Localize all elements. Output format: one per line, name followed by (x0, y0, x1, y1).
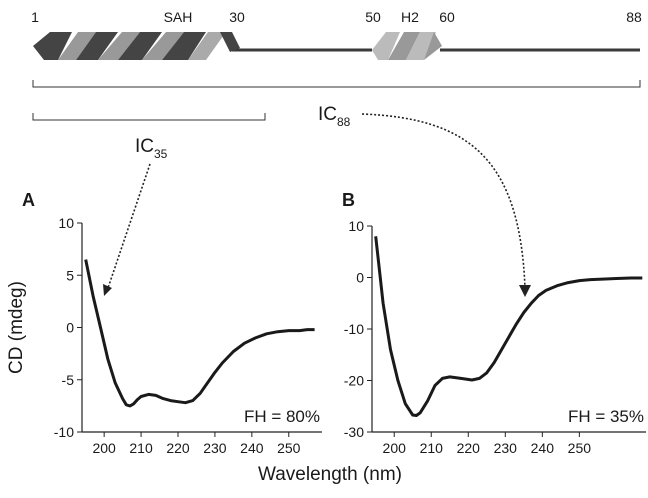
panel-label: B (342, 190, 355, 210)
residue-label: 88 (626, 9, 642, 25)
x-tick-label: 230 (203, 440, 227, 456)
y-tick-label: -30 (344, 424, 364, 440)
arrow (361, 113, 526, 289)
arrow (107, 163, 151, 289)
ic35-label: IC35 (135, 136, 168, 161)
x-tick-label: 240 (531, 440, 555, 456)
x-tick-label: 220 (457, 440, 481, 456)
annotation: FH = 80% (244, 407, 320, 426)
y-tick-label: 0 (66, 320, 74, 336)
y-tick-label: 10 (58, 215, 74, 231)
ic88-label: IC88 (318, 104, 351, 129)
y-tick-label: 10 (348, 218, 364, 234)
x-tick-label: 210 (129, 440, 153, 456)
residue-label: 50 (365, 9, 381, 25)
x-tick-label: 200 (383, 440, 407, 456)
arrowhead (103, 284, 112, 296)
chart-panel: A -10 -5 0 5 10 200 210 220 230 240 250 CD (mdeg) FH … (6, 190, 322, 456)
residue-label: 30 (229, 9, 245, 25)
sah-helix (33, 32, 240, 60)
h2-helix (372, 32, 442, 60)
y-tick-label: -5 (62, 372, 75, 388)
annotation: FH = 35% (568, 407, 644, 426)
cd-curve (84, 259, 315, 408)
y-tick-label: 0 (356, 270, 364, 286)
x-tick-label: 210 (420, 440, 444, 456)
cd-curve (374, 236, 643, 417)
protein-diagram: 1 SAH 30 50 H2 60 88 IC35 IC88 (31, 9, 642, 297)
x-tick-label: 250 (277, 440, 301, 456)
chart-panel: B -30 -20 -10 0 10 200 210 220 230 240 250 FH = 35% (342, 190, 646, 456)
y-tick-label: -10 (54, 424, 74, 440)
x-axis-label: Wavelength (nm) (258, 464, 402, 485)
residue-label: 60 (439, 9, 455, 25)
x-tick-label: 230 (494, 440, 518, 456)
segment-label: SAH (164, 9, 193, 25)
x-tick-label: 240 (240, 440, 264, 456)
x-tick-label: 220 (166, 440, 190, 456)
segment-label: H2 (401, 9, 419, 25)
y-tick-label: -20 (344, 373, 364, 389)
ic35-bracket (32, 113, 266, 121)
y-tick-label: -10 (344, 321, 364, 337)
x-tick-label: 250 (568, 440, 592, 456)
panel-label: A (22, 190, 35, 210)
x-tick-label: 200 (92, 440, 116, 456)
ic88-bracket (32, 80, 641, 88)
arrowhead (519, 285, 531, 297)
y-axis-label: CD (mdeg) (6, 281, 27, 374)
y-tick-label: 5 (66, 267, 74, 283)
residue-label: 1 (31, 9, 39, 25)
